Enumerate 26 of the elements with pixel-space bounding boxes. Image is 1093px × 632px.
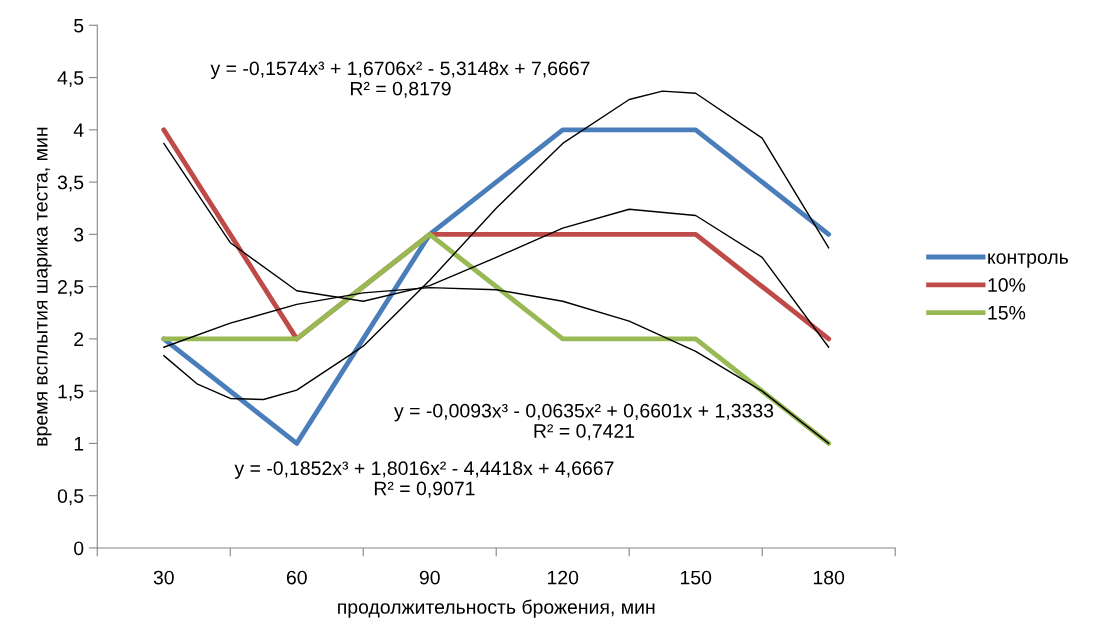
y-tick-label: 2,5 [58, 280, 84, 297]
y-tick-label: 0 [74, 541, 84, 556]
y-tick-label: 3 [74, 227, 84, 242]
y-tick-label: 0,5 [57, 489, 84, 506]
legend-label: контроль [988, 253, 1069, 268]
annotation: y = -0,0093x³ - 0,0635x² + 0,6601x + 1,3333 R² = 0,7421 [394, 403, 774, 441]
y-tick-label: 1,5 [58, 384, 84, 401]
legend-label: 10% [988, 278, 1026, 292]
x-tick-label: 120 [547, 570, 579, 585]
x-tick-label: 180 [813, 570, 845, 585]
y-tick-label: 4 [73, 123, 84, 137]
y-tick-label: 3,5 [57, 175, 84, 192]
x-tick-label: 150 [680, 570, 712, 585]
x-tick-label: 30 [153, 570, 174, 585]
annotation: y = -0,1574x³ + 1,6706x² - 5,3148x + 7,6667 R² = 0,8179 [210, 61, 590, 98]
y-axis-title: время всплытия шарика теста, мин [37, 127, 52, 446]
annotation: y = -0,1852x³ + 1,8016x² - 4,4418x + 4,6667 R² = 0,9071 [234, 461, 614, 498]
line-series [161, 127, 832, 446]
y-tick-label: 4,5 [57, 71, 84, 88]
y-tick-label: 1 [74, 437, 84, 451]
legend-label: 15% [988, 306, 1026, 320]
y-tick-label: 5 [74, 18, 84, 33]
x-tick-label: 90 [419, 570, 440, 585]
x-axis-title: продолжительность брожения, мин [338, 599, 655, 618]
y-tick-label: 2 [74, 332, 84, 346]
x-tick-label: 60 [286, 570, 307, 585]
